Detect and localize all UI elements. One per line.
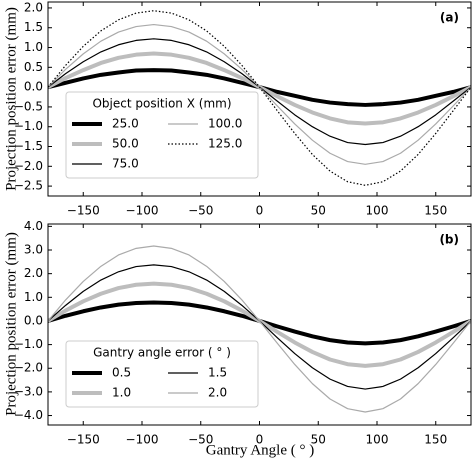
y-tick-label: −2.0	[14, 159, 43, 173]
y-tick-label: −1.5	[14, 139, 43, 153]
legend-box	[65, 340, 259, 408]
x-tick-label: −150	[67, 204, 100, 218]
legend-label: 75.0	[112, 157, 139, 171]
legend-label: 125.0	[208, 137, 242, 151]
y-tick-label: −3.0	[14, 384, 43, 398]
panel-label: (b)	[439, 233, 459, 247]
x-tick-label: 0	[256, 433, 264, 447]
y-tick-label: 2.0	[24, 0, 43, 14]
plot-frame	[47, 223, 472, 426]
x-tick-label: −150	[67, 433, 100, 447]
x-tick-label: −50	[188, 433, 213, 447]
series-line	[48, 245, 471, 413]
x-tick-label: −50	[188, 204, 213, 218]
y-tick-label: −1.0	[14, 337, 43, 351]
x-axis-title: Gantry Angle ( ° )	[206, 442, 314, 458]
y-tick-label: 1.5	[24, 20, 43, 34]
x-tick-label: −100	[126, 204, 159, 218]
y-tick-label: −4.0	[14, 408, 43, 422]
legend-title: Object position X (mm)	[92, 97, 231, 111]
x-tick-label: −100	[126, 433, 159, 447]
x-tick-label: 50	[311, 433, 326, 447]
y-tick-label: 0.0	[24, 313, 43, 327]
legend-title: Gantry angle error ( ° )	[93, 346, 231, 360]
plot-frame	[47, 1, 472, 197]
y-axis-title: Projection position error (mm)	[3, 232, 19, 416]
legend-label: 1.0	[112, 386, 131, 400]
y-tick-label: 1.0	[24, 290, 43, 304]
legend-label: 0.5	[112, 366, 131, 380]
y-tick-label: 0.0	[24, 80, 43, 94]
legend-label: 1.5	[208, 366, 227, 380]
y-tick-label: −2.5	[14, 179, 43, 193]
series-line	[48, 10, 471, 186]
y-tick-label: 1.0	[24, 40, 43, 54]
x-tick-label: 150	[424, 433, 447, 447]
legend-label: 50.0	[112, 137, 139, 151]
x-tick-label: 150	[424, 204, 447, 218]
y-tick-label: 4.0	[24, 219, 43, 233]
legend-label: 25.0	[112, 117, 139, 131]
y-tick-label: −0.5	[14, 99, 43, 113]
y-tick-label: −2.0	[14, 361, 43, 375]
x-tick-label: 100	[366, 433, 389, 447]
legend-box	[65, 91, 259, 179]
y-axis-title: Projection position error (mm)	[3, 7, 19, 191]
x-tick-label: 100	[366, 204, 389, 218]
panel-label: (a)	[440, 11, 459, 25]
y-tick-label: 3.0	[24, 243, 43, 257]
legend-label: 2.0	[208, 386, 227, 400]
x-tick-label: 0	[256, 204, 264, 218]
legend-label: 100.0	[208, 117, 242, 131]
y-tick-label: −1.0	[14, 119, 43, 133]
y-tick-label: 0.5	[24, 60, 43, 74]
y-tick-label: 2.0	[24, 266, 43, 280]
x-tick-label: 50	[311, 204, 326, 218]
